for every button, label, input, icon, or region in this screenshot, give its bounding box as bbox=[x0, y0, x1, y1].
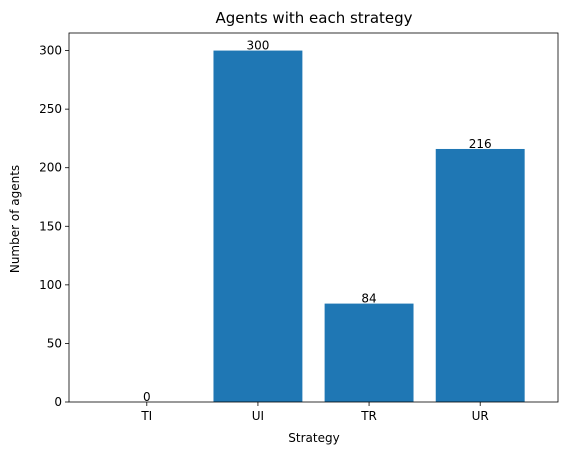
bar-ui bbox=[213, 50, 303, 402]
x-tick-label-ur: UR bbox=[472, 409, 489, 423]
data-label-ur: 216 bbox=[469, 137, 492, 151]
y-tick-label-100: 100 bbox=[39, 278, 62, 292]
x-tick-label-tr: TR bbox=[360, 409, 377, 423]
y-tick-label-150: 150 bbox=[39, 219, 62, 233]
bar-tr bbox=[324, 303, 414, 402]
y-tick-label-250: 250 bbox=[39, 102, 62, 116]
bar-ur bbox=[435, 148, 525, 402]
y-tick-label-300: 300 bbox=[39, 44, 62, 58]
y-axis-label: Number of agents bbox=[8, 165, 22, 273]
x-tick-label-ui: UI bbox=[252, 409, 264, 423]
plot-area: 0 50 100 150 200 250 300 TI UI TR UR 0 300 84 216 bbox=[39, 32, 559, 423]
y-tick-label-50: 50 bbox=[47, 336, 62, 350]
data-label-ui: 300 bbox=[246, 39, 269, 53]
chart-title: Agents with each strategy bbox=[215, 9, 412, 27]
axes-frame bbox=[68, 32, 559, 403]
data-label-tr: 84 bbox=[361, 292, 376, 306]
data-label-ti: 0 bbox=[143, 390, 151, 404]
y-tick-label-0: 0 bbox=[54, 395, 62, 409]
x-tick-label-ti: TI bbox=[140, 409, 152, 423]
y-tick-label-200: 200 bbox=[39, 161, 62, 175]
x-axis-label: Strategy bbox=[288, 431, 339, 445]
